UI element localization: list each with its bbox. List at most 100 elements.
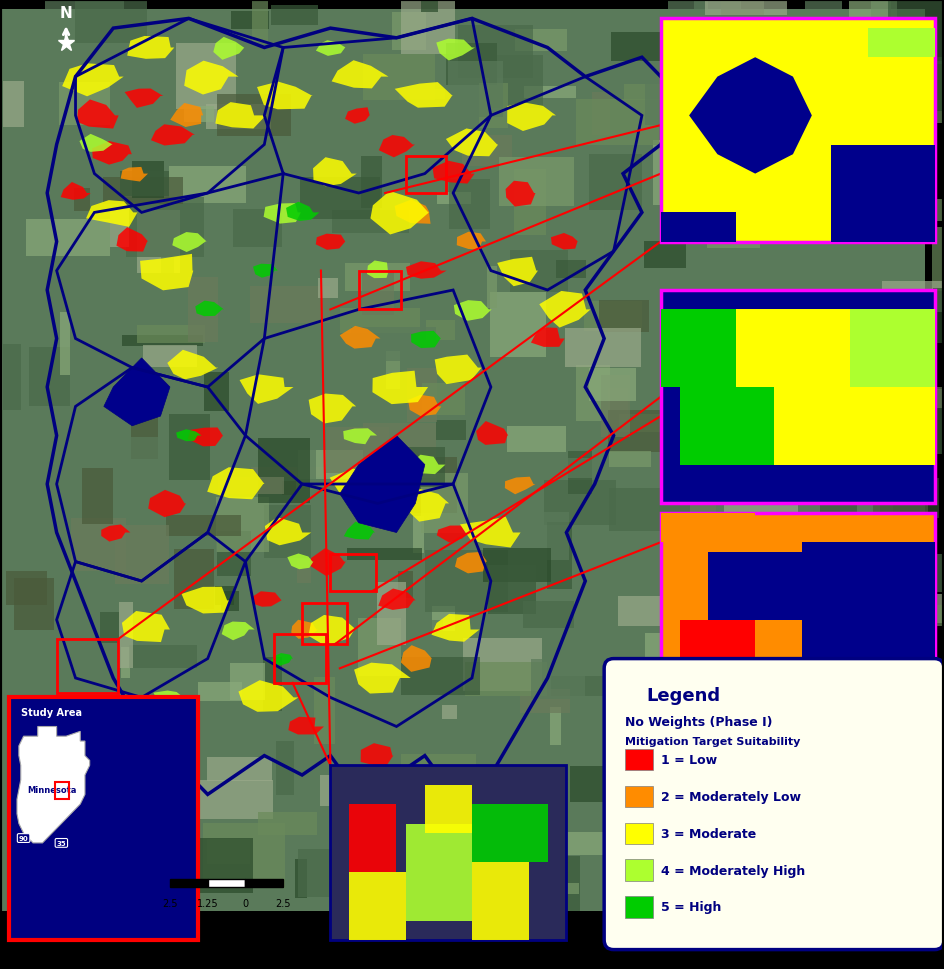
Polygon shape xyxy=(344,828,363,874)
Polygon shape xyxy=(458,26,533,79)
Bar xyxy=(625,786,653,807)
Bar xyxy=(661,514,935,678)
Polygon shape xyxy=(585,782,610,806)
Polygon shape xyxy=(398,572,413,598)
Polygon shape xyxy=(431,614,480,642)
Bar xyxy=(208,879,245,887)
Polygon shape xyxy=(327,427,389,474)
Polygon shape xyxy=(609,452,651,467)
Polygon shape xyxy=(708,552,802,620)
Polygon shape xyxy=(354,663,411,694)
Polygon shape xyxy=(407,368,437,423)
Polygon shape xyxy=(565,328,641,367)
Text: Mitigation Target Suitability: Mitigation Target Suitability xyxy=(625,736,801,746)
Polygon shape xyxy=(609,488,690,532)
Polygon shape xyxy=(487,266,497,309)
Polygon shape xyxy=(564,831,614,855)
Polygon shape xyxy=(766,293,782,327)
Polygon shape xyxy=(897,594,944,623)
Polygon shape xyxy=(754,424,782,444)
Polygon shape xyxy=(550,676,617,697)
Polygon shape xyxy=(476,422,508,446)
Polygon shape xyxy=(892,396,909,448)
Polygon shape xyxy=(379,589,415,610)
Polygon shape xyxy=(265,517,312,546)
Polygon shape xyxy=(913,388,944,409)
Polygon shape xyxy=(520,690,570,713)
Polygon shape xyxy=(170,104,203,128)
Bar xyxy=(170,879,208,887)
Bar xyxy=(245,879,283,887)
Polygon shape xyxy=(358,618,401,676)
Polygon shape xyxy=(276,741,295,796)
Polygon shape xyxy=(362,272,395,316)
Polygon shape xyxy=(318,279,338,298)
Polygon shape xyxy=(891,789,907,839)
Polygon shape xyxy=(93,734,124,747)
Polygon shape xyxy=(137,326,206,343)
Polygon shape xyxy=(168,288,236,303)
Bar xyxy=(274,635,326,683)
Polygon shape xyxy=(707,207,760,249)
Text: 1.25: 1.25 xyxy=(197,898,218,908)
Polygon shape xyxy=(904,393,914,451)
Text: 35: 35 xyxy=(57,840,66,846)
Polygon shape xyxy=(401,658,480,696)
Polygon shape xyxy=(271,6,318,26)
Polygon shape xyxy=(297,559,312,583)
Polygon shape xyxy=(436,421,466,441)
Polygon shape xyxy=(507,513,569,561)
Polygon shape xyxy=(871,0,891,58)
Polygon shape xyxy=(316,42,346,57)
Polygon shape xyxy=(401,0,455,55)
Polygon shape xyxy=(880,502,914,564)
Polygon shape xyxy=(59,82,110,126)
Polygon shape xyxy=(896,796,910,825)
Polygon shape xyxy=(400,754,476,774)
Polygon shape xyxy=(6,572,47,606)
Polygon shape xyxy=(379,136,415,158)
Bar xyxy=(349,872,406,940)
Polygon shape xyxy=(215,587,234,606)
Text: 2 = Moderately Low: 2 = Moderately Low xyxy=(661,790,801,803)
Polygon shape xyxy=(148,490,186,517)
Polygon shape xyxy=(309,394,356,424)
Polygon shape xyxy=(584,301,642,331)
Text: Legend: Legend xyxy=(647,686,721,704)
Polygon shape xyxy=(511,250,568,294)
Bar xyxy=(406,157,446,194)
Polygon shape xyxy=(865,738,907,763)
Polygon shape xyxy=(773,800,789,821)
Text: No Weights (Phase I): No Weights (Phase I) xyxy=(625,715,772,728)
Polygon shape xyxy=(72,518,126,572)
Polygon shape xyxy=(253,265,278,278)
Polygon shape xyxy=(370,192,429,235)
Polygon shape xyxy=(413,516,424,554)
Polygon shape xyxy=(240,251,253,281)
Text: Minnesota: Minnesota xyxy=(27,785,76,795)
Polygon shape xyxy=(363,55,435,101)
Polygon shape xyxy=(539,292,591,328)
Polygon shape xyxy=(4,82,24,128)
Polygon shape xyxy=(932,228,944,292)
Polygon shape xyxy=(652,480,701,530)
Polygon shape xyxy=(491,293,546,358)
Polygon shape xyxy=(379,457,457,514)
Polygon shape xyxy=(407,455,446,475)
Polygon shape xyxy=(850,310,935,388)
Polygon shape xyxy=(207,839,250,864)
Polygon shape xyxy=(411,331,441,349)
Polygon shape xyxy=(744,32,802,56)
Bar xyxy=(661,19,935,242)
Polygon shape xyxy=(875,545,892,578)
Polygon shape xyxy=(772,81,785,138)
Polygon shape xyxy=(852,373,885,406)
Polygon shape xyxy=(446,129,498,157)
Polygon shape xyxy=(835,578,868,612)
Bar xyxy=(625,896,653,918)
Bar xyxy=(472,862,529,940)
Polygon shape xyxy=(213,38,244,61)
Polygon shape xyxy=(653,141,709,206)
Polygon shape xyxy=(680,620,755,669)
Polygon shape xyxy=(631,815,659,838)
